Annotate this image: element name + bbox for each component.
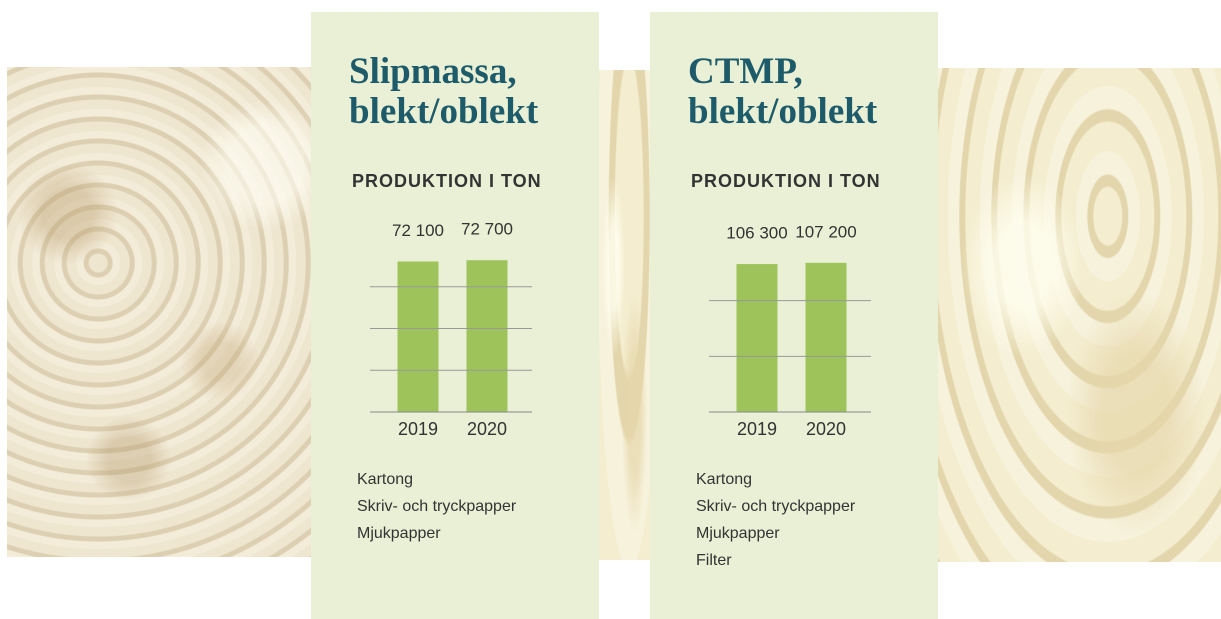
- value-label: 72 700: [461, 220, 513, 239]
- use-item: Skriv- och tryckpapper: [357, 498, 517, 515]
- x-tick-label: 2020: [806, 419, 846, 439]
- page: (() => { const data = JSON.parse(documen…: [0, 0, 1221, 619]
- x-tick-label: 2019: [398, 419, 438, 439]
- bar: [398, 261, 439, 412]
- use-item: Skriv- och tryckpapper: [696, 498, 856, 515]
- pulp-image: [7, 67, 311, 557]
- value-label: 72 100: [392, 221, 444, 240]
- bar: [737, 264, 778, 412]
- use-item: Mjukpapper: [696, 525, 780, 542]
- value-label: 106 300: [726, 224, 787, 243]
- bar: [467, 260, 508, 412]
- bar-chart: 72 100 2019 72 700 2020 Kartong Skriv- och tr…: [311, 12, 599, 619]
- use-item: Kartong: [696, 471, 752, 488]
- use-item: Filter: [696, 552, 732, 569]
- pulp-image: [938, 68, 1221, 562]
- use-item: Mjukpapper: [357, 525, 441, 542]
- bar-chart: 106 300 2019 107 200 2020 Kartong Skriv- och …: [650, 12, 938, 619]
- x-tick-label: 2020: [467, 419, 507, 439]
- bar: [806, 263, 847, 412]
- x-tick-label: 2019: [737, 419, 777, 439]
- value-label: 107 200: [795, 222, 856, 241]
- use-item: Kartong: [357, 471, 413, 488]
- pulp-image: [598, 70, 650, 560]
